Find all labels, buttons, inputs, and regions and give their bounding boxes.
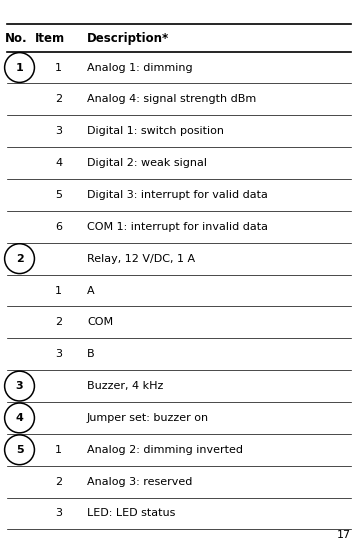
Text: Digital 1: switch position: Digital 1: switch position [87,126,224,136]
Text: COM: COM [87,317,113,327]
Text: 17: 17 [337,531,351,540]
Text: No.: No. [5,31,27,45]
Text: 4: 4 [55,158,62,168]
Text: Jumper set: buzzer on: Jumper set: buzzer on [87,413,209,423]
Text: Analog 4: signal strength dBm: Analog 4: signal strength dBm [87,94,256,104]
Text: 1: 1 [55,62,62,73]
Text: 5: 5 [16,445,23,455]
Text: B: B [87,349,94,359]
Text: LED: LED status: LED: LED status [87,508,175,519]
Text: 2: 2 [55,317,62,327]
Text: Digital 3: interrupt for valid data: Digital 3: interrupt for valid data [87,190,268,200]
Text: 4: 4 [16,413,23,423]
Text: 1: 1 [55,445,62,455]
Text: Item: Item [35,31,65,45]
Text: 2: 2 [16,254,23,264]
Text: Analog 3: reserved: Analog 3: reserved [87,477,192,487]
Text: 3: 3 [16,381,23,391]
Text: 2: 2 [55,477,62,487]
Text: A: A [87,286,94,295]
Text: COM 1: interrupt for invalid data: COM 1: interrupt for invalid data [87,222,268,232]
Text: 2: 2 [55,94,62,104]
Text: 1: 1 [16,62,23,73]
Text: 6: 6 [55,222,62,232]
Text: 1: 1 [55,286,62,295]
Text: Relay, 12 V/DC, 1 A: Relay, 12 V/DC, 1 A [87,254,195,264]
Text: Analog 2: dimming inverted: Analog 2: dimming inverted [87,445,243,455]
Text: Analog 1: dimming: Analog 1: dimming [87,62,193,73]
Text: Description*: Description* [87,31,169,45]
Text: 3: 3 [55,126,62,136]
Text: Digital 2: weak signal: Digital 2: weak signal [87,158,207,168]
Text: 5: 5 [55,190,62,200]
Text: 3: 3 [55,349,62,359]
Text: 3: 3 [55,508,62,519]
Text: Buzzer, 4 kHz: Buzzer, 4 kHz [87,381,163,391]
